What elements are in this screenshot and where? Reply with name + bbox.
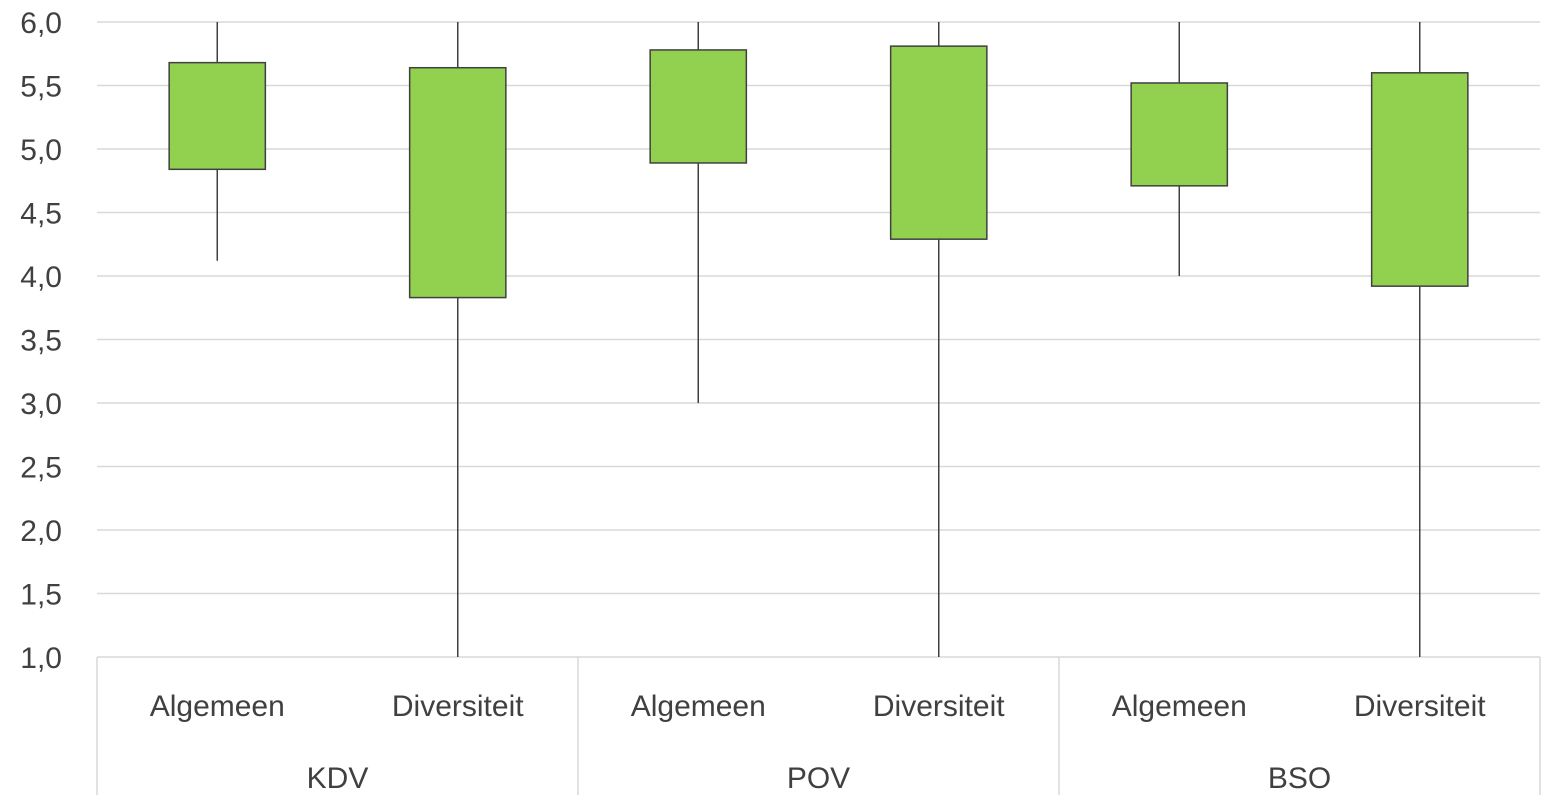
box-kdv-diversiteit [408,66,507,299]
category-label: Diversiteit [1354,690,1486,723]
category-label: Algemeen [631,690,766,723]
x-axis-category-labels: Algemeen Diversiteit Algemeen Diversiteit Al… [150,690,1487,723]
box-pov-algemeen [649,49,748,164]
y-tick-label: 1,5 [20,579,62,612]
y-tick-label: 6,0 [20,7,62,40]
y-axis-tick-labels: 1,0 1,5 2,0 2,5 3,0 3,5 4,0 4,5 5,0 5,5 6,0 [20,7,62,675]
y-tick-label: 5,5 [20,71,62,104]
y-tick-label: 2,5 [20,452,62,485]
y-tick-label: 3,0 [20,388,62,421]
group-label: BSO [1268,762,1331,795]
category-label: Diversiteit [392,690,524,723]
boxes [168,22,1469,657]
category-label: Diversiteit [873,690,1005,723]
box-bso-algemeen [1130,82,1229,187]
y-tick-label: 2,0 [20,515,62,548]
x-axis [96,656,1541,795]
box-kdv-algemeen [168,61,267,171]
y-tick-label: 1,0 [20,642,62,675]
group-label: KDV [307,762,369,795]
x-axis-group-labels: KDV POV BSO [307,762,1332,795]
box-bso-diversiteit [1370,72,1469,287]
gridlines [97,21,1540,595]
y-tick-label: 5,0 [20,134,62,167]
y-tick-label: 4,5 [20,198,62,231]
y-tick-label: 4,0 [20,261,62,294]
category-label: Algemeen [1112,690,1247,723]
y-tick-label: 3,5 [20,325,62,358]
box-pov-diversiteit [889,45,988,240]
category-label: Algemeen [150,690,285,723]
group-label: POV [787,762,850,795]
